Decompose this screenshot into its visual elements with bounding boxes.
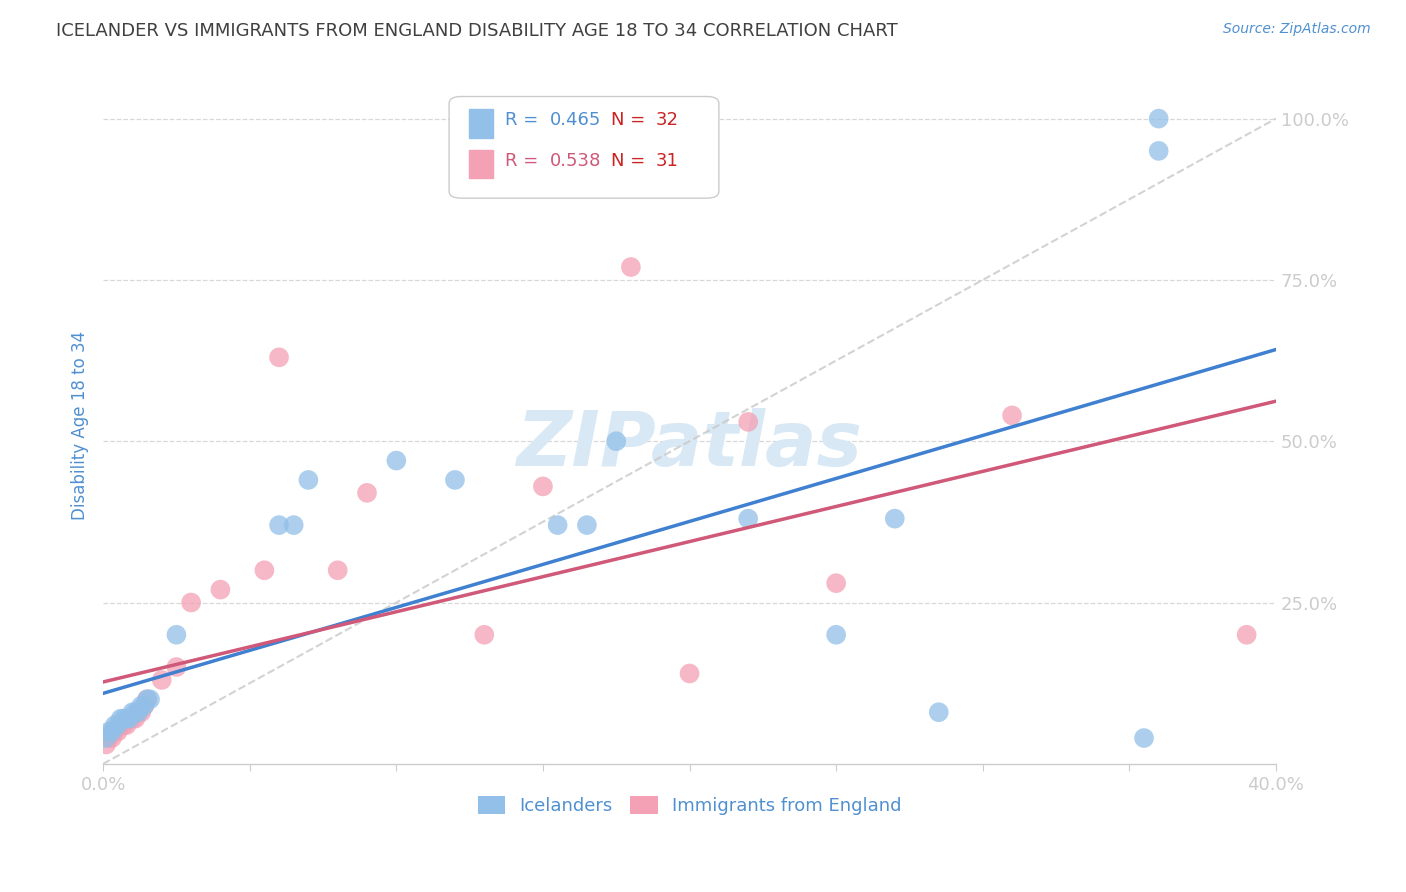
Point bbox=[1133, 731, 1156, 745]
Point bbox=[825, 628, 848, 642]
Point bbox=[112, 712, 135, 726]
Point bbox=[605, 434, 627, 449]
Text: N =: N = bbox=[612, 152, 651, 169]
Point bbox=[124, 705, 146, 719]
Point bbox=[253, 563, 276, 577]
Point bbox=[118, 712, 141, 726]
Point bbox=[110, 718, 132, 732]
Point bbox=[104, 718, 127, 732]
Point bbox=[737, 511, 759, 525]
Point bbox=[267, 351, 290, 365]
Point bbox=[165, 628, 187, 642]
Point bbox=[1147, 112, 1170, 126]
Point bbox=[136, 692, 159, 706]
Point bbox=[385, 453, 408, 467]
Point bbox=[283, 518, 305, 533]
Text: R =: R = bbox=[505, 152, 544, 169]
Point bbox=[620, 260, 643, 274]
Text: ZIPatlas: ZIPatlas bbox=[516, 409, 862, 483]
Point bbox=[209, 582, 232, 597]
Text: 0.538: 0.538 bbox=[550, 152, 602, 169]
Text: R =: R = bbox=[505, 112, 544, 129]
Point bbox=[110, 712, 132, 726]
Point bbox=[127, 705, 149, 719]
Point bbox=[121, 705, 143, 719]
Point bbox=[107, 718, 129, 732]
Point bbox=[129, 698, 152, 713]
Point bbox=[150, 673, 173, 687]
Point bbox=[101, 731, 124, 745]
Point bbox=[104, 724, 127, 739]
Point bbox=[165, 660, 187, 674]
FancyBboxPatch shape bbox=[449, 96, 718, 198]
Point bbox=[101, 724, 124, 739]
Point bbox=[267, 518, 290, 533]
Text: ICELANDER VS IMMIGRANTS FROM ENGLAND DISABILITY AGE 18 TO 34 CORRELATION CHART: ICELANDER VS IMMIGRANTS FROM ENGLAND DIS… bbox=[56, 22, 898, 40]
Text: N =: N = bbox=[612, 112, 651, 129]
Text: Source: ZipAtlas.com: Source: ZipAtlas.com bbox=[1223, 22, 1371, 37]
Point bbox=[575, 518, 598, 533]
Point bbox=[444, 473, 467, 487]
Point bbox=[107, 724, 129, 739]
Point bbox=[547, 518, 569, 533]
Point bbox=[825, 576, 848, 591]
Text: 31: 31 bbox=[655, 152, 679, 169]
FancyBboxPatch shape bbox=[470, 110, 492, 138]
Point bbox=[737, 415, 759, 429]
Point bbox=[883, 511, 905, 525]
Point bbox=[98, 731, 121, 745]
Point bbox=[129, 705, 152, 719]
Point bbox=[297, 473, 319, 487]
Point bbox=[472, 628, 495, 642]
Point bbox=[94, 731, 117, 745]
Point bbox=[139, 692, 162, 706]
Point bbox=[124, 712, 146, 726]
Point bbox=[1236, 628, 1258, 642]
Point bbox=[1001, 409, 1024, 423]
Point bbox=[1147, 144, 1170, 158]
Point bbox=[678, 666, 700, 681]
Point bbox=[136, 692, 159, 706]
Point bbox=[118, 712, 141, 726]
Point bbox=[356, 486, 378, 500]
Point bbox=[134, 698, 156, 713]
Y-axis label: Disability Age 18 to 34: Disability Age 18 to 34 bbox=[72, 331, 89, 520]
Point bbox=[98, 724, 121, 739]
Text: 0.465: 0.465 bbox=[550, 112, 602, 129]
Point bbox=[127, 705, 149, 719]
Point bbox=[134, 698, 156, 713]
Point bbox=[928, 705, 950, 719]
Point bbox=[115, 718, 138, 732]
Point bbox=[531, 479, 554, 493]
Point bbox=[112, 718, 135, 732]
Text: 32: 32 bbox=[655, 112, 679, 129]
FancyBboxPatch shape bbox=[470, 150, 492, 178]
Legend: Icelanders, Immigrants from England: Icelanders, Immigrants from England bbox=[471, 789, 908, 822]
Point bbox=[121, 712, 143, 726]
Point bbox=[326, 563, 349, 577]
Point bbox=[180, 595, 202, 609]
Point bbox=[94, 738, 117, 752]
Point bbox=[115, 712, 138, 726]
